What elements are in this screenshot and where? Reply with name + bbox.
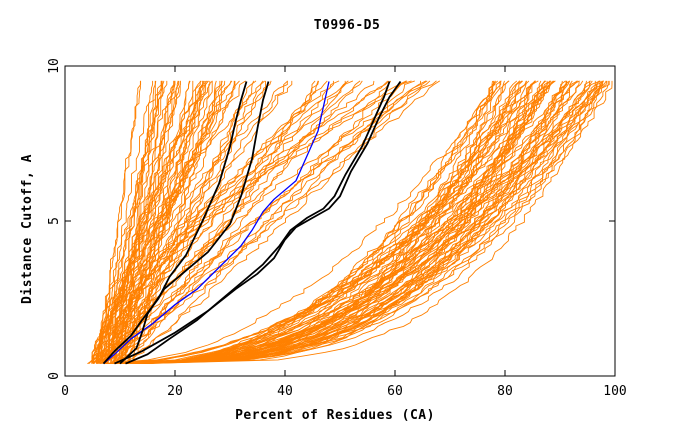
y-tick-label: 5 xyxy=(47,217,62,225)
model-curve-background xyxy=(145,80,502,365)
model-curve-background xyxy=(98,80,176,364)
model-curve-background xyxy=(124,80,571,365)
highlight-curve-black-3 xyxy=(125,81,391,365)
highlight-curve-black-4 xyxy=(114,80,402,365)
chart-title: T0996-D5 xyxy=(314,18,381,33)
model-curve-background xyxy=(125,80,428,365)
model-curve-background xyxy=(139,80,528,365)
model-curve-background xyxy=(118,80,209,364)
y-tick-label: 10 xyxy=(47,58,62,74)
model-curve-background xyxy=(114,80,521,365)
model-curve-background xyxy=(113,80,162,364)
model-curve-background xyxy=(126,80,392,364)
background-series-group xyxy=(87,80,613,365)
model-curve-background xyxy=(148,80,539,365)
model-curve-background xyxy=(128,80,613,365)
model-curve-background xyxy=(140,80,600,365)
model-curve-background xyxy=(117,80,190,364)
model-curve-background xyxy=(129,80,272,364)
model-curve-background xyxy=(96,80,204,364)
x-tick-label: 80 xyxy=(497,384,513,399)
model-curve-background xyxy=(100,80,255,364)
x-tick-label: 0 xyxy=(61,384,69,399)
model-curve-background xyxy=(111,80,157,364)
model-curve-background xyxy=(134,80,579,365)
x-axis-label: Percent of Residues (CA) xyxy=(235,408,435,423)
axis-ticks: 0 20 40 60 80 100 0 5 10 xyxy=(47,58,627,399)
model-curve-background xyxy=(121,80,610,365)
x-tick-label: 40 xyxy=(277,384,293,399)
model-curve-background xyxy=(134,80,573,365)
model-curve-background xyxy=(126,80,604,365)
model-curve-background xyxy=(118,80,550,365)
model-curve-background xyxy=(114,80,408,364)
model-curve-background xyxy=(111,80,527,365)
model-curve-background xyxy=(145,80,604,365)
y-tick-label: 0 xyxy=(47,372,62,380)
model-curve-background xyxy=(111,80,407,364)
model-curve-background xyxy=(136,80,510,365)
y-axis-label: Distance Cutoff, A xyxy=(20,154,35,304)
x-tick-label: 20 xyxy=(167,384,183,399)
model-curve-background xyxy=(142,80,505,365)
model-curve-background xyxy=(107,80,604,365)
model-curve-background xyxy=(121,80,346,365)
model-curve-background xyxy=(104,80,427,364)
model-curve-background xyxy=(134,80,584,365)
x-tick-label: 60 xyxy=(387,384,403,399)
model-curve-background xyxy=(143,80,509,365)
model-curve-background xyxy=(87,80,181,364)
model-curve-background xyxy=(143,80,536,365)
highlight-curve-black-1 xyxy=(102,81,248,365)
model-curve-background xyxy=(133,80,563,365)
highlight-curve-black-2 xyxy=(119,81,270,365)
x-tick-label: 100 xyxy=(603,384,626,399)
highlight-series-group xyxy=(102,80,402,365)
model-curve-background xyxy=(147,80,530,365)
model-curve-background xyxy=(95,80,175,364)
model-curve-background xyxy=(142,80,551,365)
model-curve-background xyxy=(146,80,536,365)
model-curve-background xyxy=(113,80,213,364)
model-curve-background xyxy=(99,80,264,364)
model-curve-background xyxy=(127,80,566,365)
model-curve-background xyxy=(137,80,587,365)
model-curve-background xyxy=(109,80,555,365)
model-curve-background xyxy=(92,80,142,364)
model-curve-background xyxy=(104,80,601,365)
model-curve-background xyxy=(101,80,201,364)
model-curve-background xyxy=(99,80,213,364)
